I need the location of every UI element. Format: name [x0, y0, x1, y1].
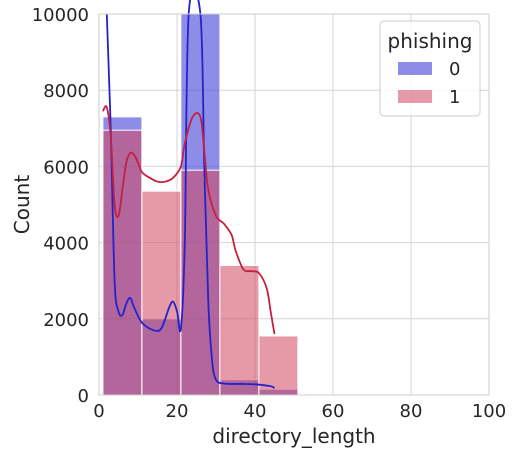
series-1-bar: [220, 265, 259, 395]
y-tick-label: 2000: [43, 310, 89, 331]
y-tick-label: 6000: [43, 157, 89, 178]
legend-label-0: 0: [449, 59, 460, 80]
legend-title: phishing: [388, 29, 473, 53]
x-tick-label: 0: [93, 401, 104, 422]
y-tick-label: 10000: [32, 5, 89, 26]
x-tick-label: 100: [472, 401, 506, 422]
legend-swatch-1: [398, 90, 432, 103]
x-tick-label: 60: [322, 401, 345, 422]
x-tick-labels: 0 20 40 60 80 100: [93, 401, 506, 422]
y-tick-label: 8000: [43, 81, 89, 102]
series-1-bar: [142, 191, 181, 395]
x-tick-label: 20: [166, 401, 189, 422]
y-tick-labels: 0 2000 4000 6000 8000 10000: [32, 5, 89, 407]
x-tick-label: 40: [244, 401, 267, 422]
legend-swatch-0: [398, 62, 432, 75]
y-axis-label: Count: [10, 175, 34, 235]
x-tick-label: 80: [400, 401, 423, 422]
y-tick-label: 4000: [43, 234, 89, 255]
x-axis-label: directory_length: [212, 424, 375, 448]
legend-label-1: 1: [449, 87, 460, 108]
series-1-bar: [103, 130, 142, 395]
legend: phishing 0 1: [380, 21, 480, 116]
series-1-bar: [181, 170, 220, 395]
series-1-bars: [103, 130, 298, 395]
y-tick-label: 0: [78, 386, 89, 407]
